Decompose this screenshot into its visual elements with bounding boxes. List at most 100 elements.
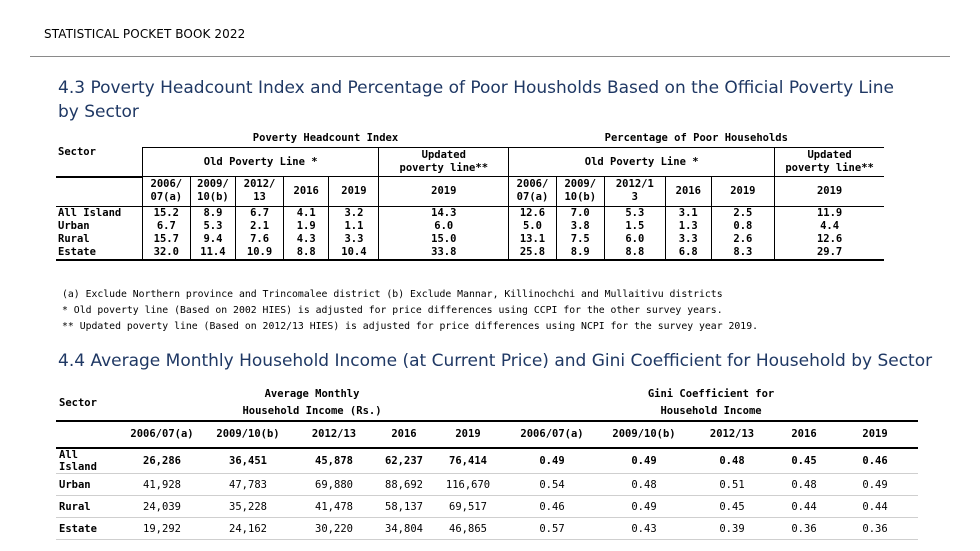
value-cell: 25.8 xyxy=(508,245,557,261)
value-cell: 3.8 xyxy=(555,219,605,233)
value-cell: 0.48 xyxy=(688,448,777,474)
income-group-header: Average Monthly Household Income (Rs.) xyxy=(242,388,382,417)
value-cell: 3.3 xyxy=(665,232,712,246)
value-cell: 0.48 xyxy=(776,473,833,496)
table1-notes: (a) Exclude Northern province and Trinco… xyxy=(62,287,758,335)
value-cell: 0.49 xyxy=(832,473,919,496)
value-cell: 0.43 xyxy=(600,517,689,540)
value-cell: 116,670 xyxy=(432,473,505,496)
year-header: 2009/10(b) xyxy=(555,176,605,207)
year-header: 2009/10(b) xyxy=(600,420,689,449)
value-cell: 0.39 xyxy=(688,517,777,540)
year-header: 2009/10(b) xyxy=(189,176,236,207)
value-cell: 15.7 xyxy=(141,232,191,246)
income-gini-table: Sector Average Monthly Household Income (… xyxy=(56,386,919,540)
value-cell: 15.0 xyxy=(378,232,510,246)
footnote: (a) Exclude Northern province and Trinco… xyxy=(62,289,723,300)
year-header: 2016 xyxy=(665,176,712,207)
value-cell: 0.44 xyxy=(776,495,833,518)
value-cell: 19,292 xyxy=(120,517,204,540)
value-cell: 7.0 xyxy=(555,206,605,220)
value-cell: 0.44 xyxy=(832,495,919,518)
sector-cell: Rural xyxy=(58,232,90,245)
value-cell: 1.3 xyxy=(665,219,712,233)
value-cell: 8.8 xyxy=(603,245,666,261)
year-header: 2016 xyxy=(776,420,833,449)
value-cell: 0.36 xyxy=(832,517,919,540)
value-cell: 8.3 xyxy=(710,245,775,261)
value-cell: 32.0 xyxy=(141,245,191,261)
value-cell: 0.48 xyxy=(600,473,689,496)
sector-cell: All Island xyxy=(58,206,122,219)
value-cell: 8.8 xyxy=(282,245,329,261)
value-cell: 88,692 xyxy=(376,473,432,496)
value-cell: 3.3 xyxy=(328,232,379,246)
value-cell: 0.46 xyxy=(832,448,919,474)
value-cell: 69,517 xyxy=(432,495,505,518)
value-cell: 6.0 xyxy=(378,219,510,233)
updated-line-header-right: Updated poverty line** xyxy=(774,147,884,177)
value-cell: 3.2 xyxy=(328,206,379,220)
value-cell: 8.9 xyxy=(555,245,605,261)
year-header: 2019 xyxy=(378,176,510,207)
footnote: ** Updated poverty line (Based on 2012/1… xyxy=(62,321,758,332)
value-cell: 69,880 xyxy=(292,473,376,496)
page-header: STATISTICAL POCKET BOOK 2022 xyxy=(44,27,246,41)
value-cell: 76,414 xyxy=(432,448,505,474)
value-cell: 5.3 xyxy=(189,219,236,233)
value-cell: 15.2 xyxy=(141,206,191,220)
old-line-header-right: Old Poverty Line * xyxy=(508,147,775,177)
value-cell: 33.8 xyxy=(378,245,510,261)
table-row: Rural 15.7 9.4 7.6 4.3 3.3 15.0 13.1 7.5 6.0 3.3 2.… xyxy=(56,232,884,246)
updated-line-header-left: Updated poverty line** xyxy=(378,147,510,177)
sector-header: Sector xyxy=(59,396,97,409)
value-cell: 1.1 xyxy=(328,219,379,233)
value-cell: 3.1 xyxy=(665,206,712,220)
value-cell: 45,878 xyxy=(292,448,376,474)
year-header: 2006/07(a) xyxy=(508,176,557,207)
value-cell: 4.1 xyxy=(282,206,329,220)
value-cell: 8.9 xyxy=(189,206,236,220)
value-cell: 11.9 xyxy=(774,206,884,220)
value-cell: 1.5 xyxy=(603,219,666,233)
value-cell: 2.1 xyxy=(235,219,284,233)
value-cell: 34,804 xyxy=(376,517,432,540)
year-header: 2019 xyxy=(328,176,379,207)
table2-title: 4.4 Average Monthly Household Income (at… xyxy=(58,351,933,371)
value-cell: 13.1 xyxy=(519,232,546,245)
value-cell: 12.6 xyxy=(774,232,884,246)
year-header: 2006/07(a) xyxy=(141,176,191,207)
value-cell: 6.8 xyxy=(665,245,712,261)
value-cell: 5.3 xyxy=(603,206,666,220)
value-cell: 4.3 xyxy=(282,232,329,246)
value-cell: 0.49 xyxy=(600,448,689,474)
value-cell: 7.6 xyxy=(235,232,284,246)
year-header: 2016 xyxy=(282,176,329,207)
value-cell: 4.4 xyxy=(774,219,884,233)
value-cell: 58,137 xyxy=(376,495,432,518)
value-cell: 0.45 xyxy=(688,495,777,518)
value-cell: 0.54 xyxy=(504,473,601,496)
value-cell: 0.8 xyxy=(710,219,775,233)
table-row: Estate 32.0 11.4 10.9 8.8 10.4 33.8 25.8 8.9 8.8 6… xyxy=(56,245,884,261)
table1-title: 4.3 Poverty Headcount Index and Percenta… xyxy=(58,78,894,122)
year-header: 2019 xyxy=(774,176,884,207)
headcount-group-header: Poverty Headcount Index xyxy=(142,129,509,148)
value-cell: 11.4 xyxy=(189,245,236,261)
year-header: 2016 xyxy=(376,420,432,449)
value-cell: 0.45 xyxy=(776,448,833,474)
value-cell: 9.4 xyxy=(189,232,236,246)
year-header: 2009/10(b) xyxy=(204,420,292,449)
value-cell: 5.0 xyxy=(522,219,542,232)
year-header: 2006/07(a) xyxy=(504,420,601,449)
value-cell: 62,237 xyxy=(376,448,432,474)
value-cell: 6.7 xyxy=(235,206,284,220)
value-cell: 24,039 xyxy=(120,495,204,518)
value-cell: 0.36 xyxy=(776,517,833,540)
year-header: 2019 xyxy=(832,420,919,449)
value-cell: 12.6 xyxy=(519,206,546,219)
value-cell: 0.49 xyxy=(504,448,601,474)
value-cell: 24,162 xyxy=(204,517,292,540)
value-cell: 0.57 xyxy=(504,517,601,540)
